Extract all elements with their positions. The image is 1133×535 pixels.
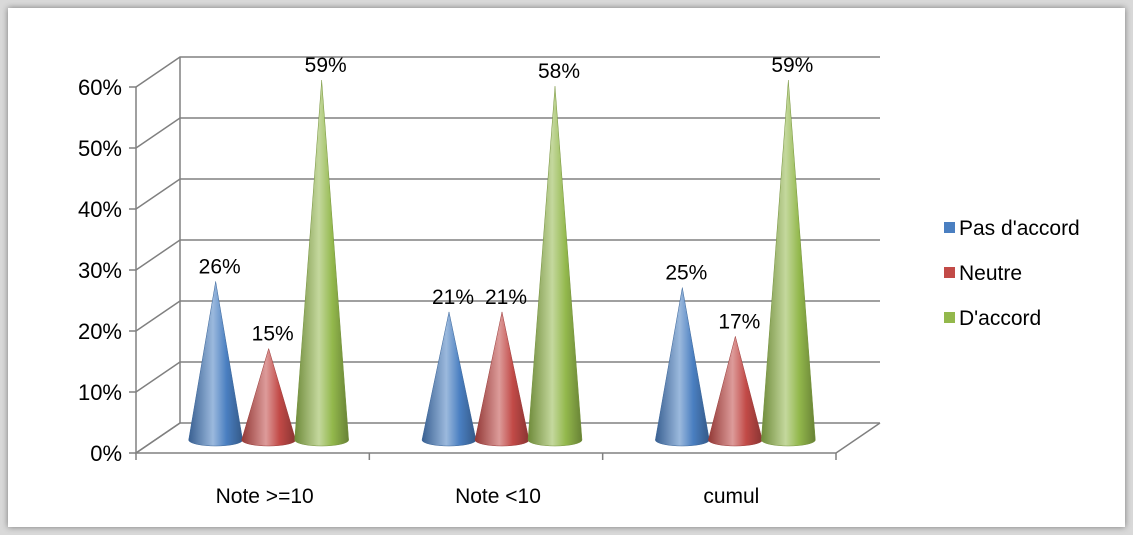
cone [241, 347, 296, 447]
data-label: 26% [199, 255, 241, 278]
data-label: 15% [252, 323, 294, 346]
y-tick-label: 0% [90, 441, 122, 466]
y-tick-label: 60% [78, 75, 122, 100]
cone [421, 311, 477, 447]
cone [294, 80, 349, 447]
cone [474, 311, 530, 447]
gridline [135, 361, 880, 393]
category-label: Note >=10 [216, 485, 314, 508]
legend-swatch [944, 222, 955, 233]
data-label: 58% [538, 60, 580, 83]
y-tick-label: 20% [78, 319, 122, 344]
cone-marks [188, 80, 816, 447]
x-axis-categories: Note >=10 Note <10 cumul [135, 453, 837, 508]
legend-swatch [944, 267, 955, 278]
cone [761, 80, 816, 447]
category-label: Note <10 [455, 485, 541, 508]
category-label: cumul [703, 485, 759, 508]
cone [708, 335, 763, 447]
data-label: 17% [718, 310, 760, 333]
data-labels: 26% 15% 59% 21% 21% 58% 25% 17% 59% [199, 54, 814, 345]
gridline [135, 422, 880, 454]
cone [527, 86, 583, 447]
cone-chart: 0% 10% 20% 30% 40% 50% 60% Note >=10 Note <10 cu… [78, 54, 1080, 508]
gridline [135, 178, 880, 210]
y-axis-ticks: 0% 10% 20% 30% 40% 50% 60% [78, 75, 136, 466]
y-tick-label: 30% [78, 258, 122, 283]
data-label: 59% [305, 54, 347, 77]
data-label: 25% [665, 262, 707, 285]
legend-label: Neutre [959, 262, 1022, 285]
legend-label: Pas d'accord [959, 217, 1080, 240]
gridline [135, 239, 880, 271]
gridline [135, 117, 880, 149]
data-label: 21% [432, 286, 474, 309]
data-label: 59% [771, 54, 813, 77]
cone [188, 281, 243, 447]
data-label: 21% [485, 286, 527, 309]
legend-swatch [944, 312, 955, 323]
gridline [135, 300, 880, 332]
y-tick-label: 10% [78, 380, 122, 405]
gridline [135, 56, 880, 88]
legend: Pas d'accord Neutre D'accord [944, 217, 1080, 330]
cone [655, 287, 710, 447]
gridlines [135, 56, 880, 454]
legend-label: D'accord [959, 307, 1041, 330]
y-tick-label: 50% [78, 136, 122, 161]
chart-frame: 0% 10% 20% 30% 40% 50% 60% Note >=10 Note <10 cu… [8, 8, 1125, 527]
y-tick-label: 40% [78, 197, 122, 222]
